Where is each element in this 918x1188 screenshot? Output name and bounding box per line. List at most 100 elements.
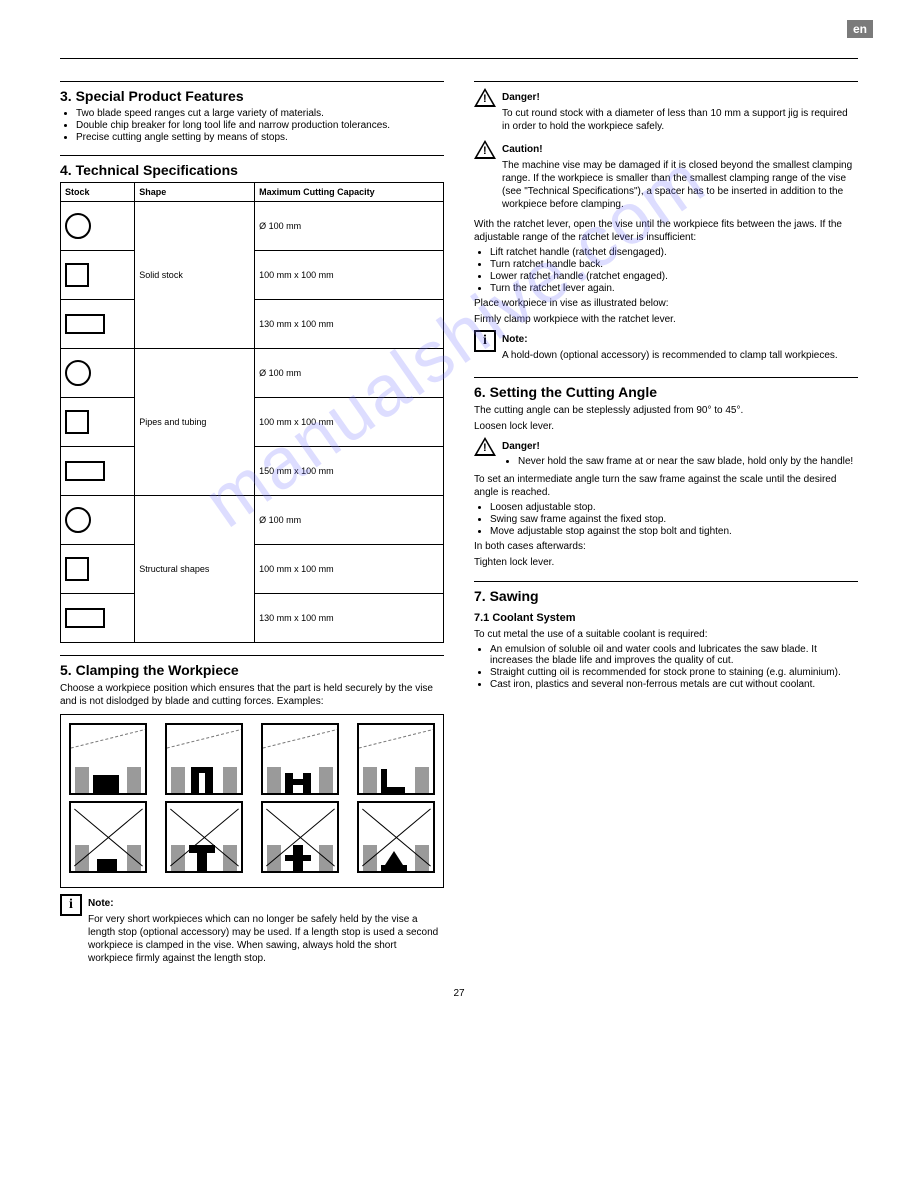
support-icon xyxy=(223,767,237,793)
capacity-cell: Ø 100 mm xyxy=(255,496,444,545)
caution-label: Caution! xyxy=(502,143,858,156)
support-icon xyxy=(319,845,333,871)
step-text: With the ratchet lever, open the vise un… xyxy=(474,218,858,244)
section-5-intro: Choose a workpiece position which ensure… xyxy=(60,682,444,708)
blade-icon xyxy=(165,723,243,751)
capacity-cell: 130 mm x 100 mm xyxy=(255,300,444,349)
workpiece-icon xyxy=(93,775,119,793)
section-rule xyxy=(60,81,444,82)
caution-note: ! Caution! The machine vise may be damag… xyxy=(474,140,858,214)
square-icon xyxy=(65,263,89,287)
clamp-bad-4 xyxy=(357,801,435,873)
support-icon xyxy=(267,845,281,871)
warning-icon: ! xyxy=(474,437,496,456)
workpiece-icon xyxy=(197,853,207,871)
clamp-ok-2 xyxy=(165,723,243,795)
info-text: For very short workpieces which can no l… xyxy=(88,913,444,965)
table-row: Structural shapesØ 100 mm xyxy=(61,496,444,545)
info-icon: i xyxy=(474,330,496,352)
list-item: Lower ratchet handle (ratchet engaged). xyxy=(490,271,858,282)
clamp-ok-3 xyxy=(261,723,339,795)
danger-list: Never hold the saw frame at or near the … xyxy=(518,456,858,467)
feature-item: Precise cutting angle setting by means o… xyxy=(76,132,444,143)
blade-icon xyxy=(69,723,147,751)
table-row: Solid stockØ 100 mm xyxy=(61,202,444,251)
info-icon: i xyxy=(60,894,82,916)
danger-note: ! Danger! To cut round stock with a diam… xyxy=(474,88,858,136)
danger-label: Danger! xyxy=(502,440,858,453)
info-note: i Note: For very short workpieces which … xyxy=(60,894,444,968)
section-rule xyxy=(474,81,858,82)
workpiece-icon xyxy=(381,865,407,871)
capacity-cell: 130 mm x 100 mm xyxy=(255,594,444,643)
right-column: ! Danger! To cut round stock with a diam… xyxy=(474,69,858,972)
shape-cell xyxy=(61,594,135,643)
list-item: An emulsion of soluble oil and water coo… xyxy=(490,644,858,666)
clamping-diagram xyxy=(60,714,444,888)
diagram-row-ok xyxy=(69,723,435,795)
section-7-num: 7. xyxy=(474,588,486,604)
ratchet-steps: Lift ratchet handle (ratchet disengaged)… xyxy=(490,247,858,294)
info-text: A hold-down (optional accessory) is reco… xyxy=(502,349,858,362)
feature-item: Double chip breaker for long tool life a… xyxy=(76,120,444,131)
table-header: Shape xyxy=(135,183,255,202)
lang-tag: en xyxy=(847,20,873,38)
support-icon xyxy=(363,767,377,793)
capacity-cell: 150 mm x 100 mm xyxy=(255,447,444,496)
workpiece-icon xyxy=(381,787,405,793)
section-5-title: Clamping the Workpiece xyxy=(76,662,239,678)
info-label: Note: xyxy=(502,334,528,345)
danger-label: Danger! xyxy=(502,91,858,104)
capacity-cell: 100 mm x 100 mm xyxy=(255,545,444,594)
blade-icon xyxy=(357,723,435,751)
table-header: Stock xyxy=(61,183,135,202)
shape-cell xyxy=(61,496,135,545)
section-7-1-heading: 7.1 Coolant System xyxy=(474,612,858,624)
feature-item: Two blade speed ranges cut a large varie… xyxy=(76,108,444,119)
rect-icon xyxy=(65,314,105,334)
body-text: Tighten lock lever. xyxy=(474,556,858,569)
support-icon xyxy=(127,845,141,871)
angle-steps: Loosen adjustable stop. Swing saw frame … xyxy=(490,502,858,537)
table-header: Maximum Cutting Capacity xyxy=(255,183,444,202)
list-item: Cast iron, plastics and several non-ferr… xyxy=(490,679,858,690)
list-item: Turn the ratchet lever again. xyxy=(490,283,858,294)
section-6-title: Setting the Cutting Angle xyxy=(490,384,657,400)
circle-icon xyxy=(65,507,91,533)
section-rule xyxy=(60,655,444,656)
features-list: Two blade speed ranges cut a large varie… xyxy=(76,108,444,143)
list-item: Move adjustable stop against the stop bo… xyxy=(490,526,858,537)
list-item: Swing saw frame against the fixed stop. xyxy=(490,514,858,525)
workpiece-icon xyxy=(191,767,213,773)
section-4-heading: 4. Technical Specifications xyxy=(60,162,444,178)
table-row: Pipes and tubingØ 100 mm xyxy=(61,349,444,398)
shape-cell xyxy=(61,447,135,496)
workpiece-icon xyxy=(97,859,117,871)
support-icon xyxy=(415,845,429,871)
blade-icon xyxy=(261,723,339,751)
workpiece-icon xyxy=(385,851,403,865)
circle-icon xyxy=(65,213,91,239)
clamp-bad-1 xyxy=(69,801,147,873)
square-icon xyxy=(65,557,89,581)
capacity-cell: Ø 100 mm xyxy=(255,349,444,398)
clamp-ok-4 xyxy=(357,723,435,795)
section-6-heading: 6. Setting the Cutting Angle xyxy=(474,384,858,400)
shape-cell xyxy=(61,398,135,447)
list-item: Never hold the saw frame at or near the … xyxy=(518,456,858,467)
support-icon xyxy=(75,845,89,871)
spec-table: Stock Shape Maximum Cutting Capacity Sol… xyxy=(60,182,444,643)
info-label: Note: xyxy=(88,898,114,909)
page-number: 27 xyxy=(60,988,858,999)
shape-cell xyxy=(61,545,135,594)
body-text: The cutting angle can be steplessly adju… xyxy=(474,404,858,417)
section-3-heading: 3. Special Product Features xyxy=(60,88,444,104)
section-5-heading: 5. Clamping the Workpiece xyxy=(60,662,444,678)
workpiece-icon xyxy=(189,845,215,853)
clamp-bad-2 xyxy=(165,801,243,873)
top-rule xyxy=(60,58,858,59)
support-icon xyxy=(267,767,281,793)
workpiece-icon xyxy=(285,855,311,861)
rect-icon xyxy=(65,461,105,481)
body-text: To cut metal the use of a suitable coola… xyxy=(474,628,858,641)
